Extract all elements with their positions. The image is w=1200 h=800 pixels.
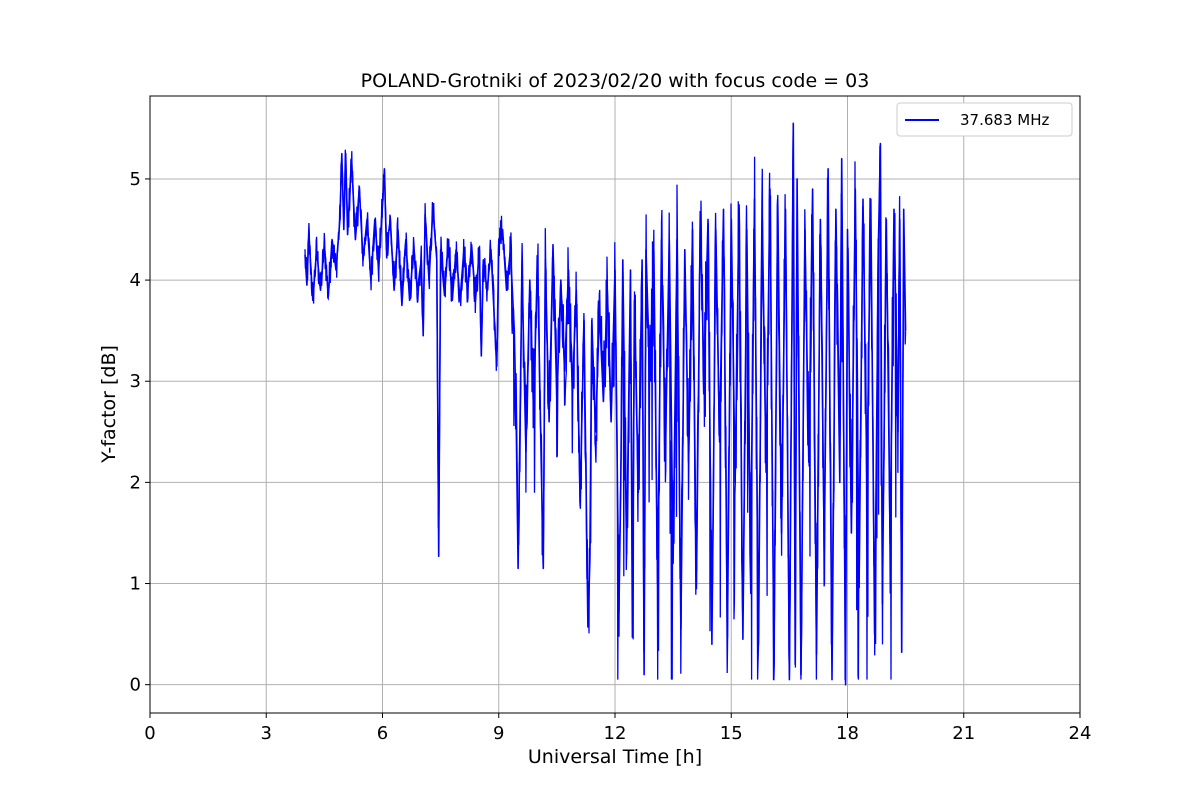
y-axis-label: Y-factor [dB] — [98, 345, 120, 464]
x-tick-label: 15 — [720, 723, 743, 744]
y-tick-label: 4 — [130, 270, 141, 291]
x-axis-label: Universal Time [h] — [528, 746, 702, 768]
x-tick-label: 21 — [952, 723, 975, 744]
x-tick-label: 0 — [144, 723, 155, 744]
y-tick-label: 5 — [130, 169, 141, 190]
x-tick-label: 12 — [604, 723, 627, 744]
x-tick-label: 3 — [261, 723, 272, 744]
x-tick-label: 6 — [377, 723, 388, 744]
y-tick-label: 3 — [130, 371, 141, 392]
series-layer — [304, 122, 907, 686]
x-tick-label: 9 — [493, 723, 504, 744]
x-tick-label: 18 — [836, 723, 859, 744]
x-tick-label: 24 — [1069, 723, 1092, 744]
y-tick-label: 2 — [130, 472, 141, 493]
legend: 37.683 MHz — [896, 102, 1073, 137]
y-tick-label: 1 — [130, 574, 141, 595]
legend-label: 37.683 MHz — [960, 111, 1049, 129]
legend-box — [896, 102, 1073, 137]
chart-title: POLAND-Grotniki of 2023/02/20 with focus… — [361, 70, 870, 92]
y-tick-label: 0 — [130, 675, 141, 696]
series-noise-trace — [304, 128, 907, 681]
